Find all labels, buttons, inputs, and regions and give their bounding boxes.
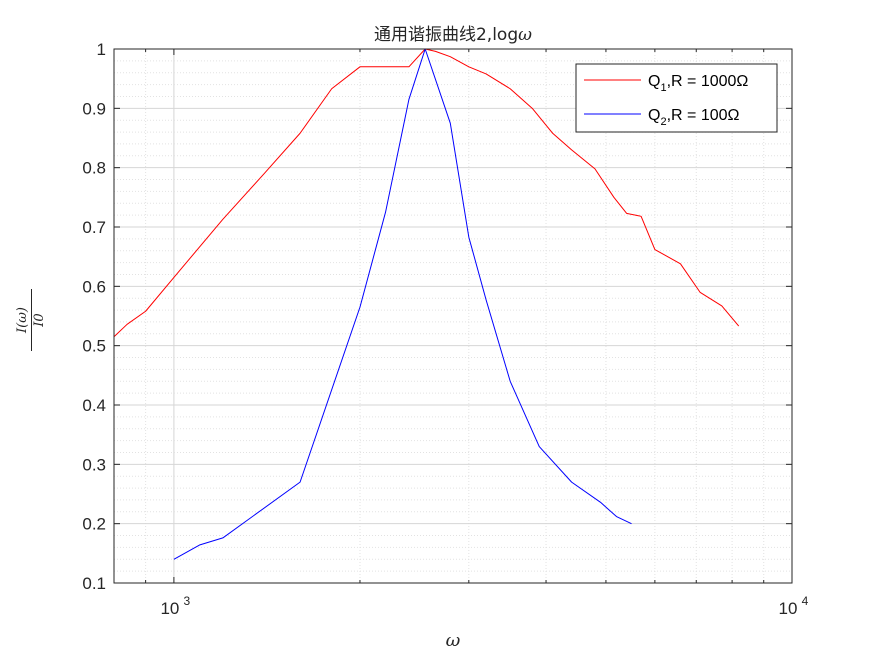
tick-labels: 0.1 0.2 0.3 0.4 0.5 0.6 0.7 0.8 0.9 1 10 3 10 4: [82, 40, 808, 618]
y-tick-label: 0.2: [82, 515, 106, 534]
y-tick-label: 1: [97, 40, 106, 59]
y-tick-label: 0.9: [82, 99, 106, 118]
axes: [113, 48, 793, 584]
y-tick-label: 0.3: [82, 455, 106, 474]
x-tick-label-exponent: 4: [802, 594, 809, 608]
legend-label-2: Q2,R = 100Ω: [648, 107, 740, 128]
x-tick-label: 10: [160, 599, 179, 618]
chart-title: 通用谐振曲线2,logω: [114, 20, 792, 45]
y-tick-label: 0.6: [82, 277, 106, 296]
y-tick-label: 0.7: [82, 218, 106, 237]
y-tick-label: 0.8: [82, 159, 106, 178]
y-tick-label: 0.5: [82, 337, 106, 356]
x-axis-label: ω: [445, 630, 461, 651]
x-tick-label: 10: [779, 599, 798, 618]
series-lines: [113, 48, 740, 560]
legend-box: [575, 63, 778, 133]
grid-lines: [113, 48, 793, 584]
y-tick-label: 0.4: [82, 396, 106, 415]
x-tick-label-exponent: 3: [184, 594, 191, 608]
axes-box: [113, 48, 793, 584]
series-line-1: [113, 48, 740, 338]
series-line-2: [173, 48, 632, 560]
y-axis-label: I(ω) I0: [15, 289, 75, 351]
y-axis-label-numerator: I(ω): [15, 289, 32, 351]
y-axis-label-denominator: I0: [32, 313, 47, 327]
legend: Q1,R = 1000Ω Q2,R = 100Ω: [575, 63, 778, 133]
legend-label-1: Q1,R = 1000Ω: [648, 73, 748, 94]
chart-title-text: 通用谐振曲线2,log: [373, 25, 519, 45]
y-tick-label: 0.1: [82, 574, 106, 593]
chart-title-omega: ω: [518, 25, 532, 45]
